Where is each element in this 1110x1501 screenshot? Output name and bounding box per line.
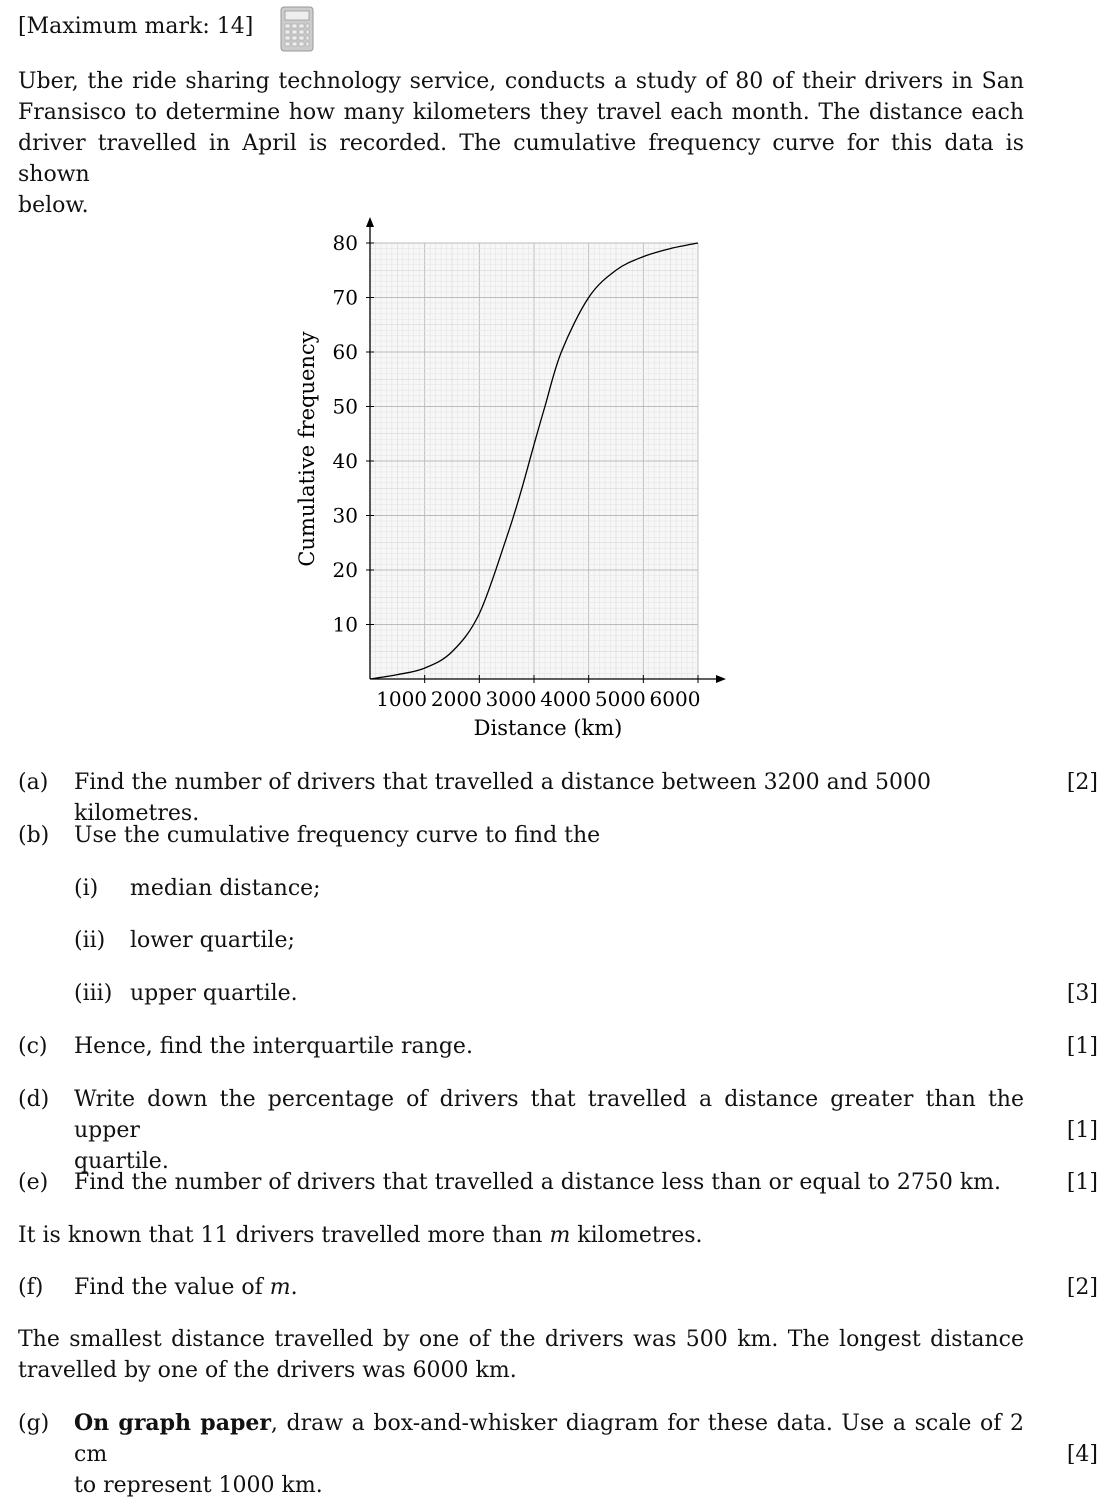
question-label: (e) — [18, 1170, 49, 1195]
question-label: (g) — [18, 1411, 50, 1436]
question-text-line: quartile. — [74, 1149, 169, 1174]
stem-line: travelled by one of the drivers was 6000… — [18, 1358, 517, 1383]
question-d: (d) Write down the percentage of drivers… — [18, 1084, 1098, 1174]
question-text-line: On graph paper, draw a box-and-whisker d… — [74, 1408, 1024, 1470]
intro-line: below. — [18, 193, 89, 218]
mark-allocation: [3] — [1066, 981, 1098, 1006]
question-text: lower quartile; — [130, 928, 295, 953]
y-tick-label: 70 — [333, 286, 358, 310]
x-tick-label: 5000 — [595, 687, 646, 711]
x-axis-arrow — [716, 675, 726, 683]
x-tick-label: 2000 — [431, 687, 482, 711]
question-text: Find the value of m. — [74, 1272, 1024, 1303]
intro-line: driver travelled in April is recorded. T… — [18, 131, 1024, 187]
mark-allocation: [1] — [1066, 1034, 1098, 1059]
y-tick-label: 60 — [333, 340, 358, 364]
question-text: Write down the percentage of drivers tha… — [74, 1084, 1024, 1177]
cumulative-frequency-curve — [369, 242, 699, 680]
question-label: (d) — [18, 1087, 50, 1112]
question-label: (b) — [18, 823, 50, 848]
intro-line: Uber, the ride sharing technology servic… — [18, 69, 1024, 94]
stem-f: It is known that 11 drivers travelled mo… — [18, 1220, 1024, 1251]
question-label: (ii) — [74, 928, 106, 953]
question-text: Use the cumulative frequency curve to fi… — [74, 823, 601, 848]
calculator-icon — [280, 6, 314, 52]
stem-g: The smallest distance travelled by one o… — [18, 1324, 1024, 1386]
variable-m: m — [269, 1275, 291, 1300]
cumulative-frequency-chart: 10 20 30 40 50 60 70 80 1000 2000 3000 4000 5000 600… — [295, 217, 726, 740]
y-tick-label: 40 — [333, 449, 358, 473]
variable-m: m — [549, 1223, 571, 1248]
y-tick-label: 10 — [333, 613, 358, 637]
question-label: (f) — [18, 1275, 44, 1300]
y-axis-label: Cumulative frequency — [295, 331, 319, 566]
question-text-part: , draw a box-and-whisker diagram for the… — [74, 1411, 1024, 1467]
intro-paragraph: Uber, the ride sharing technology servic… — [18, 66, 1024, 221]
question-label: (i) — [74, 876, 99, 901]
x-tick-label: 4000 — [540, 687, 591, 711]
question-text-part: . — [290, 1275, 298, 1300]
question-text: On graph paper, draw a box-and-whisker d… — [74, 1408, 1024, 1501]
question-label: (a) — [18, 770, 49, 795]
y-axis-arrow — [366, 217, 374, 227]
x-tick-label: 6000 — [650, 687, 701, 711]
stem-line: The smallest distance travelled by one o… — [18, 1327, 1024, 1352]
question-label: (c) — [18, 1034, 48, 1059]
y-tick-labels: 10 20 30 40 50 60 70 80 — [333, 231, 358, 637]
question-text: upper quartile. — [130, 981, 298, 1006]
x-tick-labels: 1000 2000 3000 4000 5000 6000 — [376, 687, 700, 711]
y-tick-label: 20 — [333, 558, 358, 582]
question-text-line: Write down the percentage of drivers tha… — [74, 1087, 1024, 1143]
mark-allocation: [2] — [1066, 770, 1098, 795]
y-tick-label: 30 — [333, 504, 358, 528]
chart-grid — [369, 242, 699, 680]
stem-text: kilometres. — [570, 1223, 703, 1248]
question-text: Find the number of drivers that travelle… — [74, 770, 931, 826]
question-label: (iii) — [74, 981, 113, 1006]
question-text: median distance; — [130, 876, 321, 901]
mark-allocation: [2] — [1066, 1275, 1098, 1300]
x-tick-label: 3000 — [486, 687, 537, 711]
question-text: Hence, find the interquartile range. — [74, 1034, 473, 1059]
intro-line: Fransisco to determine how many kilomete… — [18, 100, 1024, 125]
question-text-part: Find the value of — [74, 1275, 270, 1300]
mark-allocation: [4] — [1066, 1442, 1098, 1467]
y-tick-label: 80 — [333, 231, 358, 255]
stem-text: It is known that 11 drivers travelled mo… — [18, 1223, 550, 1248]
mark-allocation: [1] — [1066, 1118, 1098, 1143]
mark-allocation: [1] — [1066, 1170, 1098, 1195]
y-tick-label: 50 — [333, 395, 358, 419]
x-axis-label: Distance (km) — [474, 716, 623, 740]
bold-instruction: On graph paper — [74, 1410, 271, 1436]
x-tick-label: 1000 — [376, 687, 427, 711]
chart-axes — [366, 217, 726, 683]
question-text: Find the number of drivers that travelle… — [74, 1170, 1002, 1195]
question-g: (g) On graph paper, draw a box-and-whisk… — [18, 1408, 1098, 1498]
max-mark: [Maximum mark: 14] — [18, 14, 254, 39]
